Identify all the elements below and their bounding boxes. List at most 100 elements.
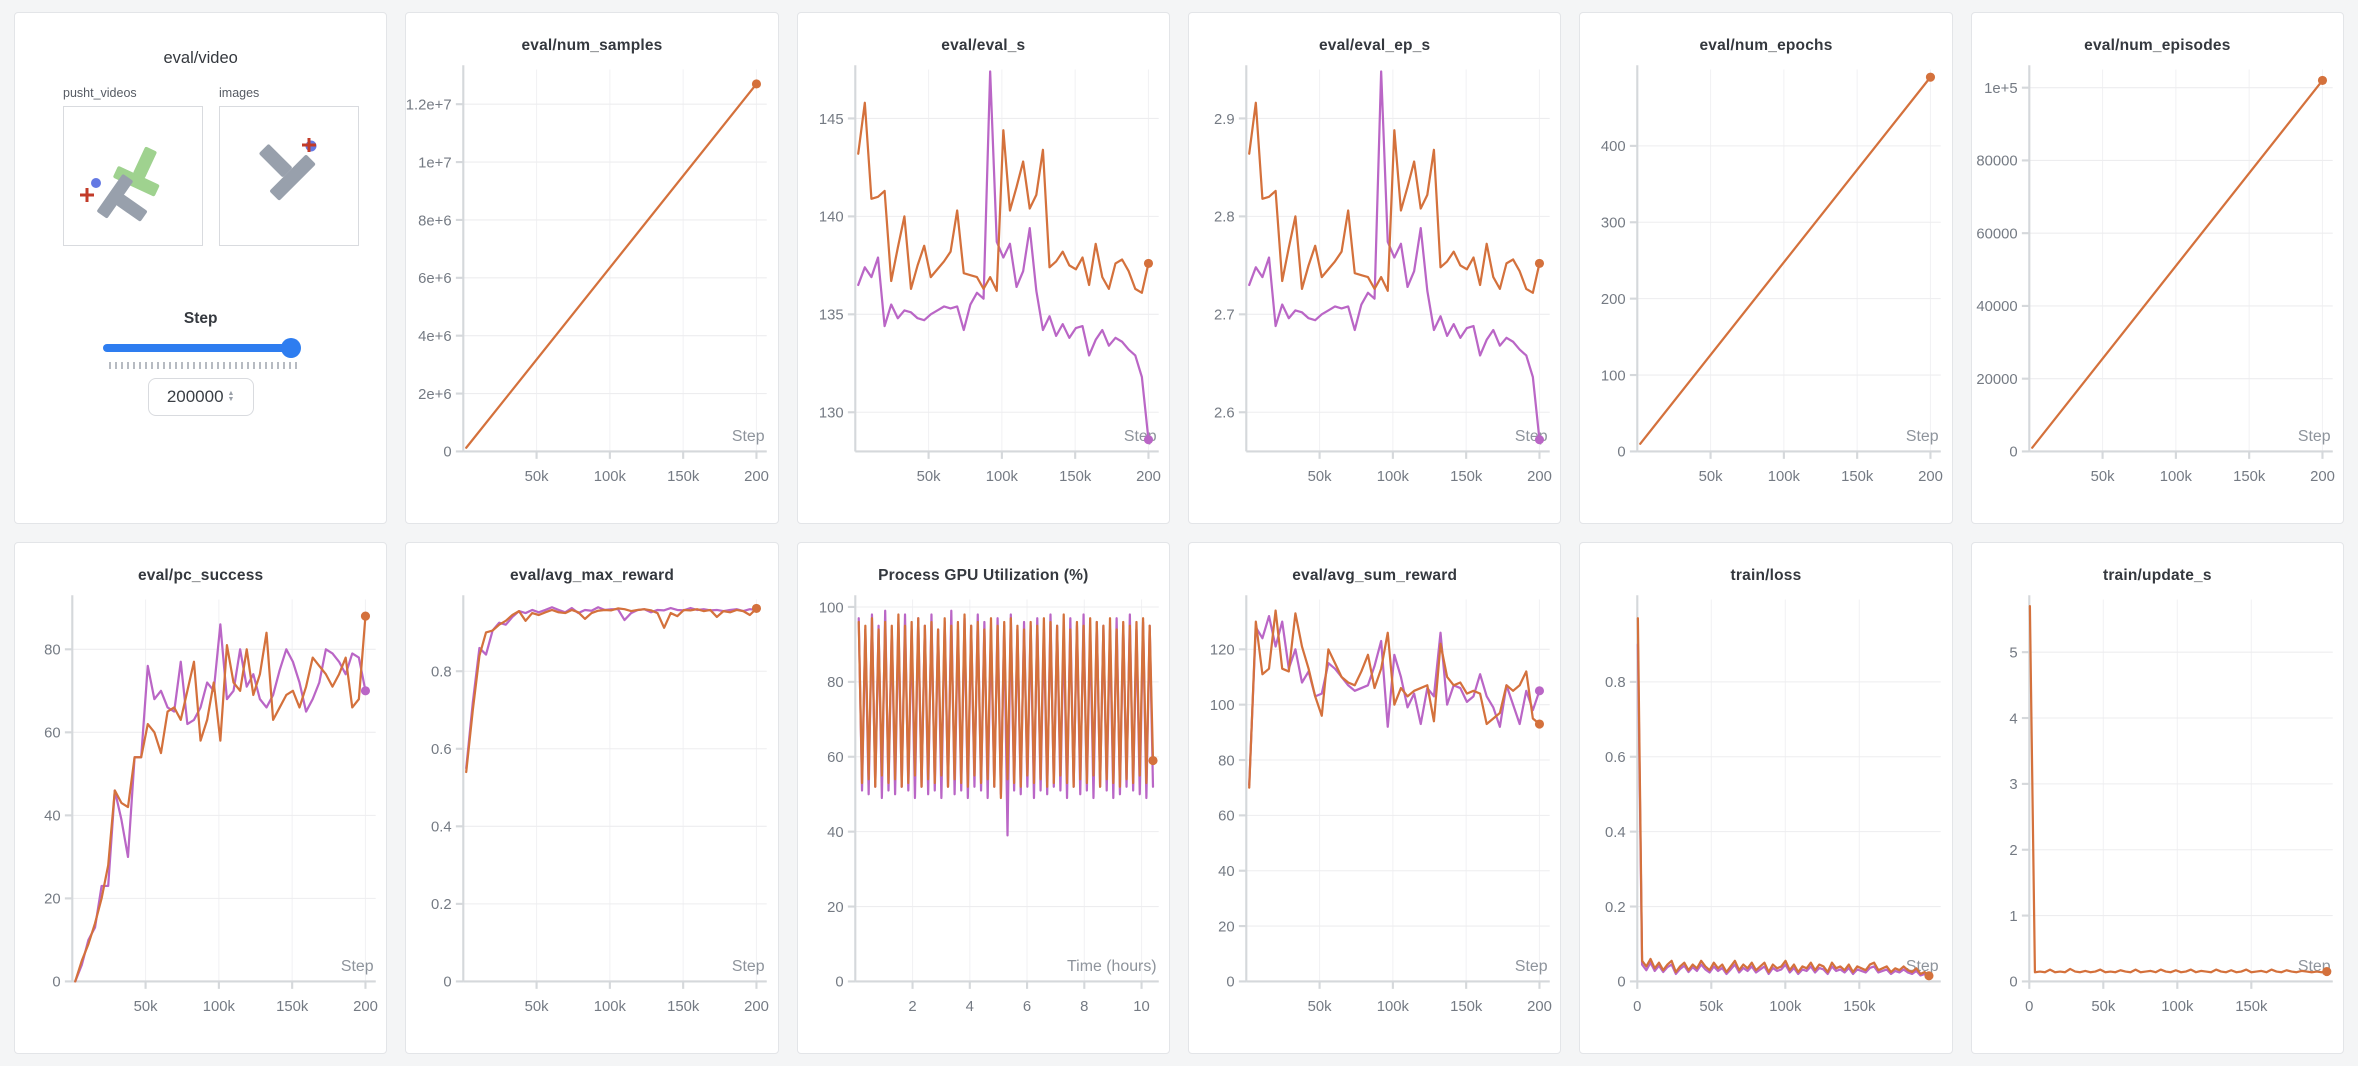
step-slider-label: Step [183, 310, 218, 327]
x-tick-label: 150k [667, 999, 700, 1015]
y-tick-label: 2e+6 [419, 387, 452, 403]
chart-title: eval/avg_sum_reward [1292, 567, 1458, 584]
chart-title: train/update_s [2102, 567, 2212, 584]
y-tick-label: 0 [1226, 975, 1234, 991]
x-axis-label: Step [732, 958, 765, 975]
series-end-dot-orange [1534, 258, 1545, 268]
series-line-purple [856, 70, 1150, 441]
y-tick-label: 0.6 [431, 742, 452, 758]
y-tick-label: 40 [827, 825, 844, 841]
agent-dot [91, 178, 101, 188]
pusht-scene-2 [259, 138, 317, 201]
x-axis-label: Step [2298, 428, 2331, 445]
media-labels: pusht_videos images [15, 86, 386, 100]
x-tick-label: 50k [1699, 469, 1724, 485]
y-tick-label: 40 [1218, 864, 1235, 880]
y-tick-label: 100 [818, 600, 843, 616]
chart-panel: eval/num_episodes 50k 100k 150k 200 0 20000 400… [1970, 12, 2344, 524]
x-tick-label: 2 [908, 999, 916, 1015]
gray-block-t-shape [97, 174, 147, 222]
y-tick-label: 80 [44, 643, 61, 659]
series-line-orange [74, 614, 367, 983]
series-end-dot-purple [360, 686, 371, 696]
pusht-video-thumbnail[interactable] [63, 106, 203, 246]
series-line-orange [1248, 101, 1541, 294]
y-tick-label: 0.2 [431, 897, 452, 913]
chart-panel: train/update_s 0 50k 100k 150k 0 1 2 3 4 5 Step [1970, 542, 2344, 1054]
x-tick-label: 50k [2090, 469, 2115, 485]
chart-panel: eval/eval_ep_s 50k 100k 150k 200 2.6 2.7 2.8 2.9… [1188, 12, 1562, 524]
x-tick-label: 200 [1527, 999, 1552, 1015]
x-tick-label: 6 [1023, 999, 1031, 1015]
series-end-dot-orange [1148, 755, 1158, 766]
x-tick-label: 200 [744, 469, 769, 485]
chart-canvas[interactable]: 50k 100k 150k 200 0 20 40 60 80 100 120 Step [1189, 591, 1560, 1054]
y-tick-label: 1e+7 [419, 155, 452, 171]
chart-canvas[interactable]: 50k 100k 150k 200 0 0.2 0.4 0.6 0.8 Step [406, 591, 777, 1054]
y-tick-label: 400 [1601, 139, 1626, 155]
y-tick-label: 0 [444, 445, 452, 461]
y-tick-label: 0 [52, 975, 60, 991]
images-thumbnail[interactable] [219, 106, 359, 246]
x-tick-label: 100k [594, 469, 627, 485]
y-tick-label: 0.4 [1605, 825, 1626, 841]
y-tick-label: 80 [827, 675, 844, 691]
chart-canvas[interactable]: 50k 100k 150k 200 0 20000 40000 60000 80000 1e+5 S… [1972, 61, 2343, 524]
series-line-purple [1248, 70, 1541, 441]
y-tick-label: 0.8 [431, 665, 452, 681]
series-end-dot-orange [752, 79, 762, 89]
y-tick-label: 140 [818, 210, 843, 226]
series-end-dot-orange [2321, 966, 2332, 977]
series-line-purple [74, 623, 367, 983]
x-tick-label: 100k [1768, 469, 1801, 485]
step-slider-thumb[interactable] [280, 338, 301, 358]
chart-panel: eval/pc_success 50k 100k 150k 200 0 20 40 60 80 St… [14, 542, 388, 1054]
x-tick-label: 150k [2235, 999, 2268, 1015]
x-tick-label: 100k [2159, 469, 2192, 485]
spinner-down-icon[interactable]: ▼ [227, 396, 235, 403]
series-line-purple [1248, 614, 1541, 787]
x-tick-label: 0 [2025, 999, 2033, 1015]
chart-panel: train/loss 0 50k 100k 150k 0 0.2 0.4 0.6 0.8 Step [1579, 542, 1953, 1054]
y-tick-label: 40 [44, 809, 61, 825]
series-end-dot-orange [2317, 75, 2327, 85]
chart-title: eval/num_episodes [2084, 37, 2231, 54]
y-tick-label: 0 [835, 975, 843, 991]
chart-canvas[interactable]: 50k 100k 150k 200 0 20 40 60 80 Step [15, 591, 386, 1054]
x-tick-label: 50k [1308, 999, 1333, 1015]
x-tick-label: 50k [2091, 999, 2116, 1015]
spinner-up-icon[interactable]: ▲ [227, 390, 235, 397]
series-line-orange [1637, 617, 1931, 977]
chart-canvas[interactable]: 50k 100k 150k 200 0 2e+6 4e+6 6e+6 8e+6 1e+7 1.2e+… [406, 61, 777, 524]
chart-title: eval/avg_max_reward [509, 567, 675, 584]
step-slider[interactable] [102, 338, 301, 369]
step-spinner[interactable]: ▲ ▼ [227, 390, 235, 403]
y-tick-label: 3 [2009, 777, 2017, 793]
x-tick-label: 50k [1700, 999, 1725, 1015]
x-tick-label: 100k [1377, 469, 1410, 485]
y-tick-label: 120 [1210, 643, 1235, 659]
y-tick-label: 1e+5 [1984, 81, 2017, 97]
x-tick-label: 8 [1080, 999, 1088, 1015]
x-tick-label: 50k [525, 999, 550, 1015]
y-tick-label: 1.2e+7 [406, 98, 452, 114]
chart-canvas[interactable]: 50k 100k 150k 200 0 100 200 300 400 Step [1580, 61, 1951, 524]
chart-title: Process GPU Utilization (%) [878, 567, 1089, 584]
x-tick-label: 50k [134, 999, 159, 1015]
x-tick-label: 150k [1841, 469, 1874, 485]
chart-title: eval/num_samples [521, 37, 663, 54]
x-tick-label: 50k [525, 469, 550, 485]
y-tick-label: 100 [1210, 698, 1235, 714]
step-value-input[interactable]: 200000 ▲ ▼ [147, 378, 254, 416]
series-end-dot-orange [1534, 719, 1545, 729]
y-tick-label: 0 [1618, 975, 1626, 991]
y-tick-label: 60 [827, 750, 844, 766]
x-tick-label: 10 [1133, 999, 1150, 1015]
x-tick-label: 150k [1844, 999, 1877, 1015]
step-slider-track[interactable] [102, 344, 299, 352]
